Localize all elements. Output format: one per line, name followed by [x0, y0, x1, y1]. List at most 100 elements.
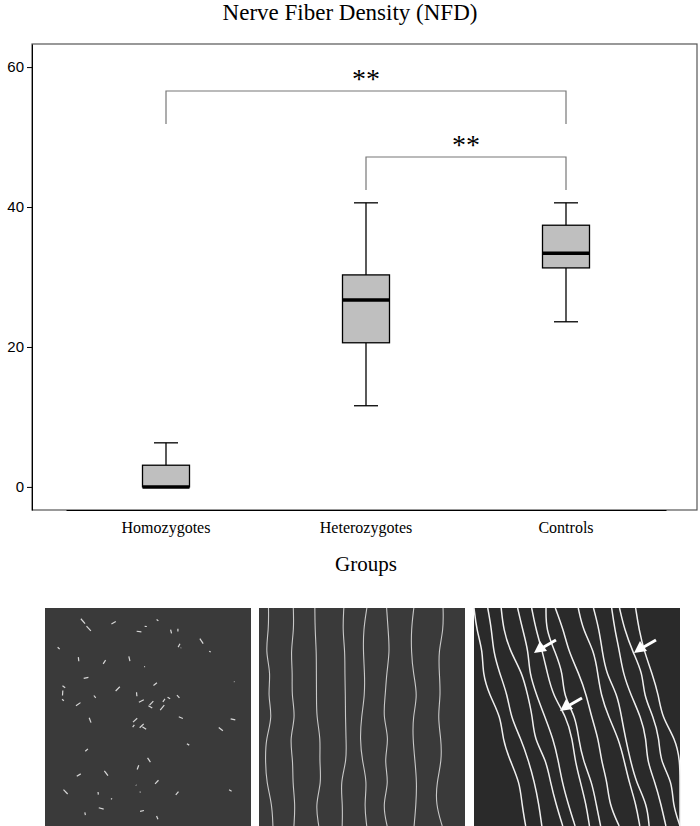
- fiber-fragment: [81, 619, 85, 624]
- title: Nerve Fiber Density (NFD): [223, 0, 478, 25]
- fiber-fragment: [153, 683, 156, 686]
- fiber-fragment: [148, 706, 152, 708]
- max-cap: [354, 202, 378, 203]
- x-tick-label: Heterozygotes: [320, 519, 412, 537]
- image-panel: [259, 608, 465, 826]
- fiber-fragment: [103, 660, 105, 664]
- image-panel: [45, 608, 251, 826]
- chart: Nerve Fiber Density (NFD) 0 20 40 60 Homozygo…: [0, 0, 700, 826]
- fiber-fragment: [229, 790, 231, 791]
- image-panel: [474, 608, 680, 826]
- x-axis-title: Groups: [335, 552, 397, 576]
- nerve-fiber: [291, 608, 295, 826]
- nerve-fiber: [342, 608, 347, 826]
- fiber-fragment: [62, 699, 64, 700]
- fiber-fragment: [63, 790, 67, 794]
- fiber-fragment: [62, 691, 64, 696]
- arrow-head: [534, 641, 547, 653]
- y-tick-mark: [27, 207, 32, 208]
- fiber-fragment: [140, 724, 144, 728]
- fiber-fragment: [177, 695, 180, 698]
- fiber-fragment: [137, 765, 139, 769]
- fiber-fragment: [116, 687, 120, 691]
- y-tick-label: 0: [16, 478, 24, 495]
- nerve-fiber: [411, 608, 416, 826]
- y-tick: 20: [7, 338, 32, 355]
- box-plot: [343, 203, 390, 406]
- upper-whisker: [365, 203, 366, 275]
- median: [543, 251, 590, 255]
- fiber-fragment: [176, 792, 179, 795]
- fiber-fragment: [178, 644, 180, 647]
- upper-whisker: [165, 443, 166, 465]
- fiber-fragment: [78, 657, 80, 661]
- arrow-head: [634, 641, 647, 653]
- fiber-fragment: [150, 701, 154, 705]
- fiber-fragment: [155, 780, 158, 784]
- nerve-fiber: [384, 608, 389, 826]
- y-tick-label: 60: [7, 58, 24, 75]
- nerve-fiber: [636, 608, 680, 826]
- y-axis-line: [32, 45, 33, 511]
- x-tick: Homozygotes: [122, 510, 211, 537]
- fiber-fragment: [187, 744, 189, 745]
- arrow-shaft: [542, 640, 556, 648]
- fiber-fragment: [133, 718, 137, 722]
- y-tick: 60: [7, 58, 32, 75]
- fiber-fragment: [84, 812, 86, 815]
- fiber-fragment: [209, 651, 211, 653]
- fiber-fragment: [233, 681, 235, 682]
- fiber-fragment: [86, 626, 90, 631]
- significance-label: **: [352, 63, 380, 94]
- image-background: [45, 608, 251, 826]
- image-background: [259, 608, 465, 826]
- nerve-fiber: [612, 608, 666, 826]
- y-tick-mark: [27, 347, 32, 348]
- fiber-fragment: [219, 727, 223, 730]
- fiber-fragment: [77, 774, 81, 776]
- y-tick-label: 40: [7, 198, 24, 215]
- fiber-fragment: [163, 699, 165, 702]
- annotations: ** **: [166, 63, 566, 190]
- max-cap: [554, 202, 578, 203]
- box: [143, 465, 190, 487]
- x-tick-label: Homozygotes: [122, 519, 211, 537]
- fiber-fragment: [231, 719, 236, 720]
- fiber-fragment: [104, 771, 108, 776]
- x-axis: HomozygotesHeterozygotesControls: [67, 510, 667, 537]
- median: [143, 485, 190, 489]
- y-tick-label: 20: [7, 338, 24, 355]
- max-cap: [154, 442, 178, 443]
- arrow-shaft: [642, 640, 656, 648]
- fiber-fragment: [129, 656, 130, 661]
- fiber-fragment: [62, 686, 65, 688]
- fiber-fragment: [157, 619, 159, 620]
- fiber-fragment: [99, 808, 104, 809]
- fiber-fragment: [148, 758, 151, 762]
- significance-bracket: [166, 91, 566, 124]
- fiber-fragment: [94, 695, 96, 697]
- box: [343, 275, 390, 343]
- nerve-fiber: [315, 608, 321, 826]
- y-tick: 0: [16, 478, 32, 495]
- fiber-fragment: [110, 798, 112, 799]
- x-axis-line: [67, 510, 667, 511]
- fiber-fragment: [140, 810, 144, 812]
- nerve-fiber: [266, 608, 273, 826]
- nerve-fiber: [436, 608, 443, 826]
- y-tick-mark: [27, 67, 32, 68]
- fiber-fragment: [97, 792, 98, 795]
- min-cap: [354, 405, 378, 406]
- lower-whisker: [565, 268, 566, 322]
- fiber-fragment: [89, 718, 91, 723]
- significance-label: **: [452, 129, 480, 160]
- y-axis: 0 20 40 60: [7, 45, 32, 511]
- fiber-fragment: [160, 705, 164, 710]
- fiber-fragment: [135, 784, 137, 786]
- nerve-fiber: [361, 608, 367, 826]
- box: [543, 225, 590, 268]
- box-plot: [543, 203, 590, 322]
- boxes: [143, 203, 590, 487]
- upper-whisker: [565, 203, 566, 225]
- nerve-fiber: [488, 608, 542, 826]
